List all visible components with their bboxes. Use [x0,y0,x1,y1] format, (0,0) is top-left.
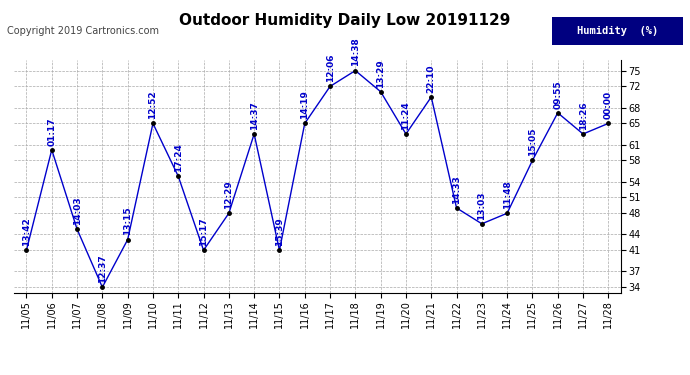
Text: Copyright 2019 Cartronics.com: Copyright 2019 Cartronics.com [7,26,159,36]
Text: 14:33: 14:33 [452,175,461,204]
Text: 14:03: 14:03 [72,196,81,225]
Text: Outdoor Humidity Daily Low 20191129: Outdoor Humidity Daily Low 20191129 [179,13,511,28]
Text: 15:39: 15:39 [275,217,284,246]
Text: 11:24: 11:24 [402,101,411,130]
Text: 14:19: 14:19 [300,90,309,119]
Text: 22:10: 22:10 [426,64,436,93]
Text: 13:42: 13:42 [22,217,31,246]
Text: 13:29: 13:29 [376,59,385,87]
Text: Humidity  (%): Humidity (%) [577,26,658,36]
Text: 17:24: 17:24 [174,143,183,172]
Text: 11:48: 11:48 [502,180,512,209]
Text: 09:55: 09:55 [553,80,562,109]
Text: 14:37: 14:37 [250,101,259,130]
Text: 12:29: 12:29 [224,180,233,209]
Text: 18:26: 18:26 [578,101,588,130]
Text: 15:17: 15:17 [199,217,208,246]
Text: 12:52: 12:52 [148,91,157,119]
Text: 12:06: 12:06 [326,54,335,82]
Text: 15:05: 15:05 [528,128,537,156]
Text: 01:17: 01:17 [47,117,57,146]
Text: 13:03: 13:03 [477,191,486,220]
Text: 13:15: 13:15 [123,207,132,236]
Text: 00:00: 00:00 [604,91,613,119]
Text: 14:38: 14:38 [351,38,360,66]
Text: 12:37: 12:37 [98,254,107,283]
